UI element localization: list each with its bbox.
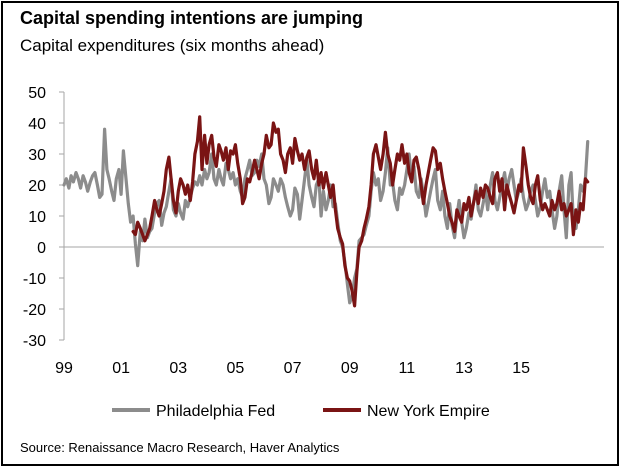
chart-subtitle: Capital expenditures (six months ahead) xyxy=(20,36,325,55)
x-tick-label: 15 xyxy=(512,360,530,377)
y-tick-label: 40 xyxy=(28,116,46,133)
y-tick-label: -10 xyxy=(23,271,46,288)
x-tick-label: 99 xyxy=(55,360,73,377)
source-note: Source: Renaissance Macro Research, Have… xyxy=(20,440,340,455)
y-tick-label: 20 xyxy=(28,178,46,195)
legend-label-philadelphia-fed: Philadelphia Fed xyxy=(156,403,275,420)
y-tick-label: 0 xyxy=(37,240,46,257)
x-tick-label: 13 xyxy=(455,360,473,377)
series-line-new-york-empire xyxy=(131,115,590,308)
x-tick-label: 09 xyxy=(341,360,359,377)
y-tick-label: 50 xyxy=(28,85,46,102)
y-tick-label: -30 xyxy=(23,333,46,350)
legend-label-new-york-empire: New York Empire xyxy=(367,403,490,420)
y-tick-label: 10 xyxy=(28,209,46,226)
x-tick-label: 11 xyxy=(399,360,416,377)
x-tick-label: 03 xyxy=(169,360,187,377)
y-tick-label: 30 xyxy=(28,147,46,164)
y-tick-label: -20 xyxy=(23,302,46,319)
x-tick-label: 05 xyxy=(227,360,245,377)
series-line-philadelphia-fed xyxy=(62,127,590,305)
x-tick-label: 01 xyxy=(112,360,130,377)
chart-title: Capital spending intentions are jumping xyxy=(20,8,364,28)
x-tick-label: 07 xyxy=(284,360,302,377)
